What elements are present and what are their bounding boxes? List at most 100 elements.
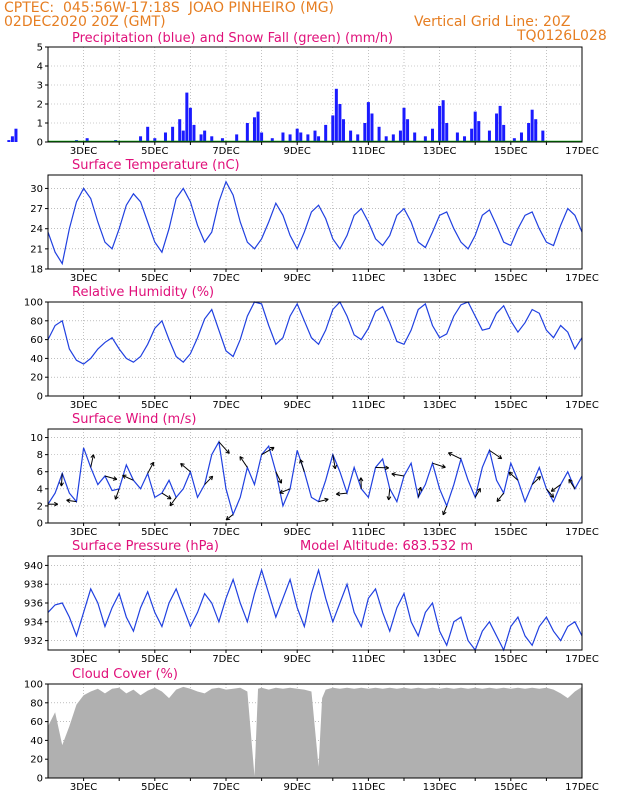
precip-bar: [270, 138, 274, 142]
wind-arrow: [496, 492, 505, 502]
x-tick-label: 15DEC: [494, 527, 528, 538]
x-tick-label: 17DEC: [565, 527, 599, 538]
panel-subtitle: Model Altitude: 683.532 m: [300, 539, 473, 554]
y-tick-label: 2: [37, 501, 43, 512]
precip-bar: [541, 130, 545, 142]
panel-title: Surface Pressure (hPa): [72, 539, 219, 554]
precip-bar: [306, 134, 310, 142]
wind-arrow: [90, 454, 94, 468]
precip-bar: [495, 113, 499, 142]
precip-bar: [391, 134, 395, 142]
panel-frame: [47, 428, 583, 524]
precip-bar: [139, 136, 143, 142]
precip-bar: [317, 136, 321, 142]
precip-bar: [220, 138, 224, 142]
wind-arrow-head: [279, 489, 284, 494]
precip-bar: [192, 124, 196, 142]
y-tick-label: 0: [37, 519, 43, 530]
wind-arrow-head: [417, 486, 423, 492]
wind-arrow-head: [549, 493, 555, 498]
x-tick-label: 3DEC: [70, 527, 97, 538]
wind-arrow: [489, 449, 502, 460]
precip-bar: [199, 134, 203, 142]
y-tick-label: 20: [30, 373, 43, 384]
wind-arrow-head: [208, 475, 214, 481]
precip-bar: [487, 130, 491, 142]
precip-bar: [313, 130, 317, 142]
wind-arrow-head: [114, 495, 119, 500]
series-line: [47, 180, 583, 266]
wind-arrow-head: [270, 446, 275, 452]
x-tick-label: 11DEC: [352, 782, 386, 793]
x-tick-label: 15DEC: [494, 146, 528, 157]
series-line: [47, 439, 583, 517]
wind-arrow-head: [122, 474, 127, 479]
precip-bar: [384, 136, 388, 142]
wind-arrow: [275, 471, 282, 484]
precip-bar: [463, 136, 467, 142]
y-tick-label: 940: [24, 561, 43, 572]
precip-bar: [188, 107, 192, 142]
wind-arrow: [147, 462, 155, 474]
precip-bar: [7, 140, 11, 142]
wind-arrow: [114, 488, 120, 500]
panel-frame: [47, 683, 583, 779]
precip-bar: [512, 138, 516, 142]
precip-bar: [252, 117, 256, 142]
y-tick-label: 40: [30, 354, 43, 365]
wind-arrow-head: [169, 501, 174, 507]
wind-arrow-head: [324, 497, 329, 503]
y-tick-label: 6: [37, 467, 43, 478]
wind-arrow: [104, 475, 118, 480]
precip-bar: [438, 105, 442, 142]
panel-frame: [47, 174, 583, 270]
y-tick-label: 8: [37, 450, 43, 461]
x-tick-label: 3DEC: [70, 782, 97, 793]
wind-arrow-head: [508, 471, 514, 477]
x-tick-label: 15DEC: [494, 400, 528, 411]
wind-arrow: [180, 463, 191, 473]
wind-arrow: [391, 473, 405, 477]
wind-arrow-head: [149, 461, 155, 467]
wind-arrow-head: [568, 478, 573, 484]
x-tick-label: 11DEC: [352, 273, 386, 284]
precip-bar: [477, 121, 481, 142]
wind-arrow-head: [384, 465, 389, 471]
wind-arrow: [432, 462, 446, 468]
y-tick-label: 0: [37, 392, 43, 403]
wind-arrow-head: [550, 487, 556, 492]
y-tick-label: 4: [37, 484, 43, 495]
wind-arrow-head: [239, 456, 244, 461]
x-tick-label: 5DEC: [141, 400, 168, 411]
x-tick-label: 15DEC: [494, 273, 528, 284]
precip-bar: [288, 134, 292, 142]
wind-arrow: [388, 488, 391, 501]
wind-arrow-head: [442, 510, 447, 516]
panel-title: Surface Wind (m/s): [72, 412, 196, 427]
y-tick-label: 4: [37, 62, 43, 73]
wind-arrow-head: [167, 495, 172, 500]
wind-arrow-head: [497, 454, 503, 460]
y-tick-label: 2: [37, 100, 43, 111]
wind-arrow-head: [332, 464, 338, 470]
y-tick-label: 936: [24, 599, 43, 610]
wind-arrow-head: [59, 482, 64, 487]
x-tick-label: 13DEC: [423, 400, 457, 411]
precip-bar: [14, 128, 18, 142]
x-tick-label: 13DEC: [423, 654, 457, 665]
precip-bar: [534, 119, 538, 142]
y-tick-label: 0: [37, 774, 43, 785]
wind-arrow-head: [112, 476, 118, 481]
precip-bar: [363, 123, 367, 142]
x-tick-label: 11DEC: [352, 527, 386, 538]
precip-bar: [146, 126, 150, 142]
precip-bar: [498, 105, 502, 142]
wind-arrow: [239, 456, 248, 468]
header-model-code: TQ0126L028: [517, 28, 607, 44]
x-tick-label: 17DEC: [565, 273, 599, 284]
x-tick-label: 17DEC: [565, 782, 599, 793]
precip-bar: [413, 132, 417, 142]
wind-arrow-head: [225, 449, 230, 454]
precip-bar: [10, 136, 14, 142]
y-tick-label: 60: [30, 717, 43, 728]
